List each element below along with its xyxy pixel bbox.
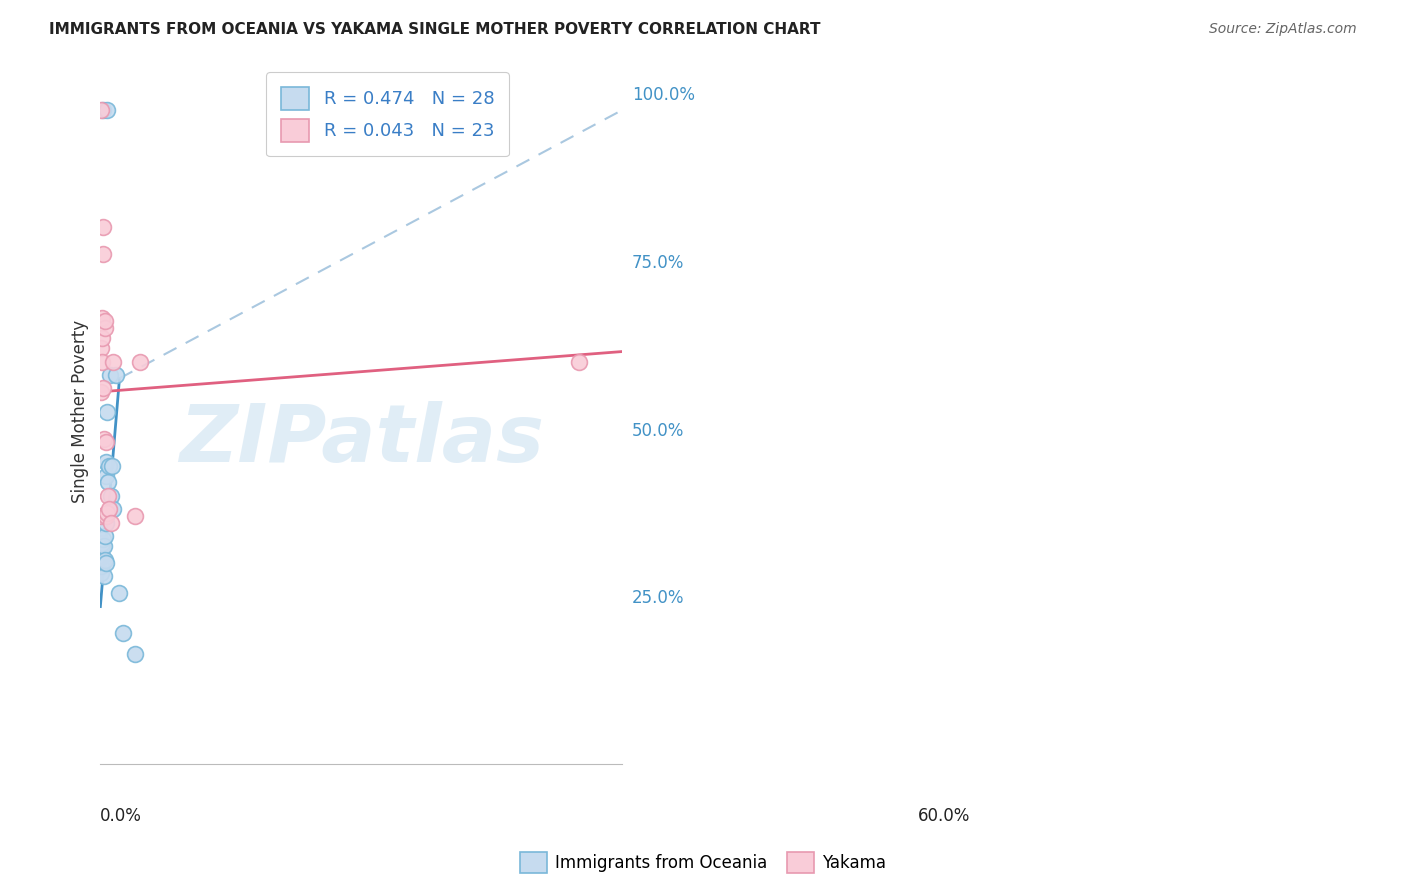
Point [90, 566, 112, 580]
Point [91, 103, 114, 117]
Text: ZIPatlas: ZIPatlas [179, 401, 544, 479]
Point [91, 549, 114, 564]
Point [91, 354, 114, 368]
Point [103, 354, 125, 368]
Text: 60.0%: 60.0% [918, 806, 970, 824]
Point [91, 220, 114, 235]
Point [108, 586, 131, 600]
Point [90, 384, 112, 399]
Point [90, 559, 112, 574]
Point [100, 458, 122, 473]
Point [96, 405, 118, 419]
Point [90, 549, 112, 564]
Point [94, 455, 117, 469]
Point [93, 432, 115, 446]
Point [93, 569, 115, 583]
Point [105, 368, 128, 382]
Point [94, 435, 117, 450]
Point [103, 502, 125, 516]
Y-axis label: Single Mother Poverty: Single Mother Poverty [72, 320, 89, 503]
Point [93, 314, 115, 328]
Point [98, 502, 121, 516]
Point [91, 533, 114, 547]
Point [568, 354, 591, 368]
Point [90, 539, 112, 553]
Point [90, 331, 112, 345]
Point [98, 458, 121, 473]
Point [96, 103, 118, 117]
Point [96, 508, 118, 523]
Point [90, 341, 112, 355]
Point [98, 368, 121, 382]
Point [97, 475, 120, 490]
Text: 0.0%: 0.0% [100, 806, 142, 824]
Point [96, 556, 118, 570]
Point [124, 647, 146, 661]
Text: Source: ZipAtlas.com: Source: ZipAtlas.com [1209, 22, 1357, 37]
Point [91, 310, 114, 325]
Point [111, 626, 134, 640]
Legend: Immigrants from Oceania, Yakama: Immigrants from Oceania, Yakama [513, 846, 893, 880]
Point [97, 489, 120, 503]
Point [100, 489, 122, 503]
Point [91, 381, 114, 395]
Point [91, 247, 114, 261]
Point [96, 516, 118, 530]
Legend: R = 0.474   N = 28, R = 0.043   N = 23: R = 0.474 N = 28, R = 0.043 N = 23 [266, 72, 509, 156]
Point [91, 556, 114, 570]
Point [100, 516, 122, 530]
Point [94, 468, 117, 483]
Point [90, 103, 112, 117]
Text: IMMIGRANTS FROM OCEANIA VS YAKAMA SINGLE MOTHER POVERTY CORRELATION CHART: IMMIGRANTS FROM OCEANIA VS YAKAMA SINGLE… [49, 22, 821, 37]
Point [128, 354, 150, 368]
Point [93, 321, 115, 335]
Point [93, 529, 115, 543]
Point [124, 508, 146, 523]
Point [93, 552, 115, 566]
Point [93, 539, 115, 553]
Point [96, 506, 118, 520]
Point [90, 508, 112, 523]
Point [91, 536, 114, 550]
Point [96, 508, 118, 523]
